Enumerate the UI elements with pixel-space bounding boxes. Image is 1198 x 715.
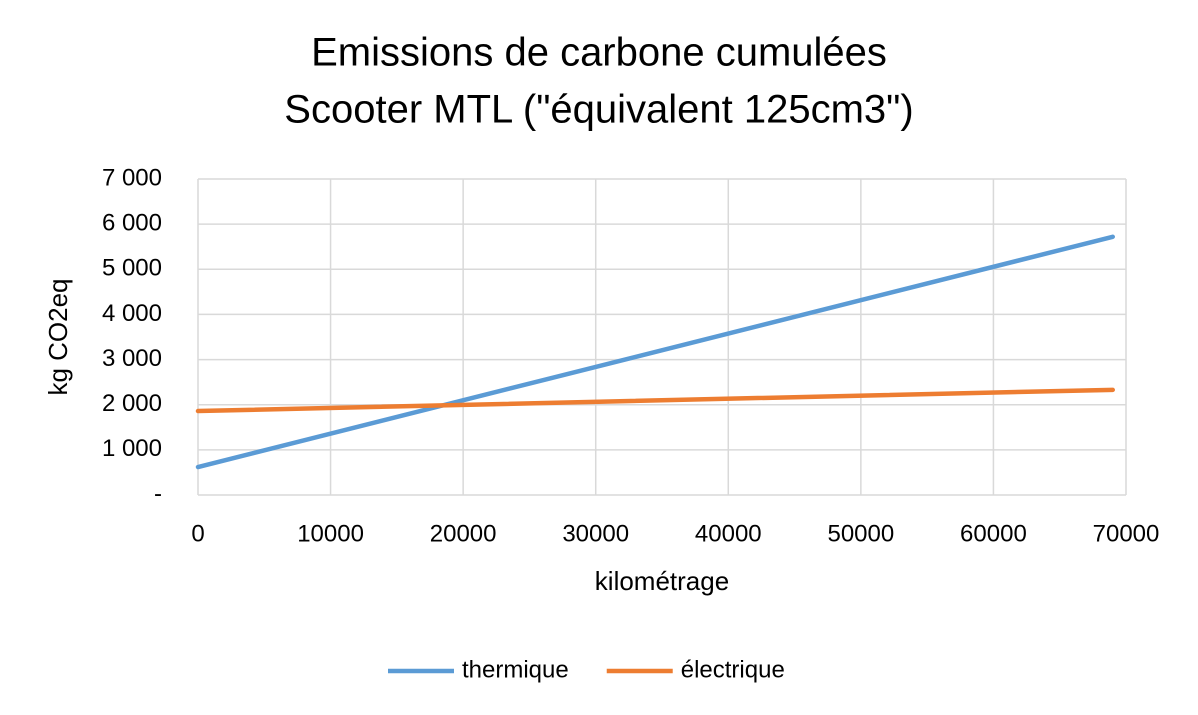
y-tick-label: 5 000 bbox=[102, 255, 162, 282]
x-tick-label: 40000 bbox=[695, 520, 762, 547]
legend-label: thermique bbox=[462, 656, 569, 683]
x-tick-label: 70000 bbox=[1093, 520, 1160, 547]
y-tick-label: 3 000 bbox=[102, 345, 162, 372]
y-tick-label: 2 000 bbox=[102, 390, 162, 417]
x-axis-label: kilométrage bbox=[595, 566, 729, 596]
x-tick-label: 30000 bbox=[562, 520, 629, 547]
chart-title: Emissions de carbone cumulées bbox=[311, 31, 887, 75]
y-tick-label: 6 000 bbox=[102, 209, 162, 236]
series-line bbox=[195, 387, 1115, 414]
y-axis-label: kg CO2eq bbox=[43, 278, 73, 395]
y-tick-label: - bbox=[154, 480, 162, 507]
legend-label: électrique bbox=[681, 656, 785, 683]
y-tick-label: 1 000 bbox=[102, 435, 162, 462]
x-tick-label: 50000 bbox=[827, 520, 894, 547]
x-tick-label: 60000 bbox=[960, 520, 1027, 547]
x-tick-label: 20000 bbox=[430, 520, 497, 547]
x-tick-label: 0 bbox=[191, 520, 204, 547]
y-tick-label: 4 000 bbox=[102, 300, 162, 327]
x-tick-label: 10000 bbox=[297, 520, 364, 547]
chart-subtitle: Scooter MTL ("équivalent 125cm3") bbox=[284, 88, 913, 132]
y-tick-label: 7 000 bbox=[102, 164, 162, 191]
series-line bbox=[195, 234, 1115, 470]
